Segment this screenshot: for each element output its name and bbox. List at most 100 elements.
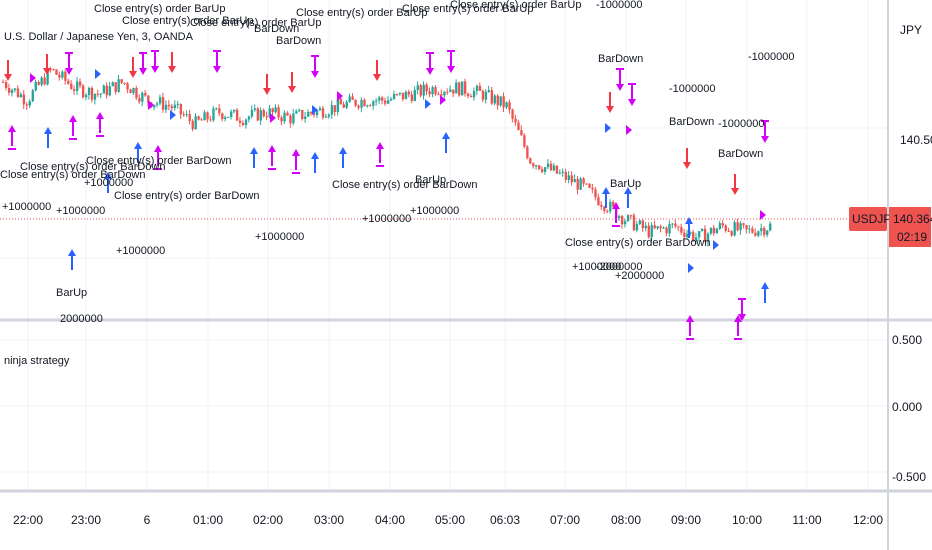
candle-body: [748, 228, 751, 230]
time-tick: 10:00: [732, 513, 762, 527]
candle-body: [61, 71, 64, 78]
candle-body: [173, 104, 177, 109]
candle-body: [647, 225, 650, 238]
candle-body: [247, 116, 251, 120]
entry-triangle: [170, 110, 176, 120]
candle-body: [37, 81, 40, 85]
candle-body: [342, 104, 345, 108]
signal-arrow-head: [686, 315, 694, 322]
candle-body: [81, 85, 85, 98]
signal-arrow-head: [292, 149, 300, 156]
candle-body: [549, 163, 553, 171]
close-bar: [686, 338, 694, 340]
candle-body: [357, 105, 360, 108]
strategy-annotation: BarUp: [610, 178, 641, 190]
candle-body: [410, 94, 414, 101]
strategy-annotation: Close entry(s) order BarDown: [114, 190, 260, 202]
candle-body: [52, 69, 55, 71]
candle-body: [354, 99, 357, 106]
candle-body: [659, 226, 662, 229]
candle-body: [733, 222, 736, 236]
candle-body: [398, 92, 402, 94]
signal-arrow-head: [734, 315, 742, 322]
candle-body: [502, 96, 505, 108]
candle-body: [428, 91, 431, 95]
candle-body: [10, 90, 14, 93]
candle-body: [268, 108, 271, 118]
candle-body: [674, 223, 677, 227]
candle-body: [641, 220, 645, 229]
candle-body: [404, 91, 408, 100]
price-tick: 140.500: [900, 133, 932, 147]
candle-body: [191, 120, 194, 130]
signal-arrow-head: [761, 282, 769, 289]
close-bar: [738, 298, 746, 300]
strategy-annotation: -1000000: [669, 83, 716, 95]
close-bar: [311, 55, 319, 57]
candle-body: [13, 88, 17, 91]
candle-body: [425, 84, 428, 92]
candle-body: [656, 226, 659, 229]
signal-arrow-head: [139, 68, 147, 75]
candle-body: [541, 169, 544, 172]
candle-body: [156, 103, 159, 105]
time-tick: 11:00: [792, 513, 821, 527]
candle-body: [76, 81, 79, 91]
candle-body: [253, 108, 257, 110]
strategy-annotation: +1000000: [116, 245, 165, 257]
signal-arrow-head: [134, 142, 142, 149]
candle-body: [466, 93, 470, 97]
signal-arrow-head: [4, 74, 12, 81]
strategy-annotation: +1000000: [255, 231, 304, 243]
candle-body: [147, 95, 150, 103]
symbol-badge: [849, 207, 887, 231]
candle-body: [452, 89, 455, 94]
candle-body: [594, 189, 597, 198]
candle-body: [739, 223, 742, 231]
candle-body: [526, 146, 529, 159]
candle-body: [132, 87, 135, 94]
candle-body: [235, 109, 239, 121]
candle-body: [730, 231, 733, 236]
signal-arrow-head: [738, 314, 746, 321]
signal-arrow-head: [761, 136, 769, 143]
entry-triangle: [95, 69, 101, 79]
entry-triangle: [760, 210, 766, 220]
price-badge-box: [889, 207, 931, 247]
close-bar: [69, 138, 77, 140]
candle-body: [437, 94, 440, 96]
candle-body: [582, 178, 585, 184]
candle-body: [262, 110, 265, 117]
candle-body: [324, 116, 328, 118]
candle-body: [736, 222, 739, 231]
strategy-annotation: -1000000: [596, 0, 643, 11]
candle-body: [422, 84, 425, 96]
entry-triangle: [440, 95, 446, 105]
candle-body: [440, 94, 443, 96]
candle-body: [671, 223, 674, 225]
candle-body: [763, 228, 766, 235]
strategy-annotation: -2000000: [596, 261, 643, 273]
candle-body: [194, 116, 197, 130]
candle-body: [46, 68, 49, 85]
candle-body: [443, 91, 446, 96]
candle-body: [96, 93, 100, 95]
candle-body: [378, 97, 381, 101]
candle-body: [623, 221, 627, 225]
signal-arrow-head: [151, 66, 159, 73]
close-bar: [151, 50, 159, 52]
candle-body: [363, 99, 366, 107]
candle-body: [449, 89, 452, 92]
candle-body: [176, 103, 180, 105]
candle-body: [475, 85, 479, 91]
candle-body: [469, 96, 473, 98]
vertical-grid: [27, 0, 869, 490]
candle-body: [330, 105, 334, 115]
candle-body: [179, 103, 183, 115]
candle-body: [28, 101, 32, 106]
candle-body: [375, 100, 378, 102]
price-badge-countdown: 02:19: [897, 230, 927, 244]
strategy-annotation: Close entry(s) order BarDown: [20, 161, 166, 173]
candle-body: [757, 231, 760, 236]
